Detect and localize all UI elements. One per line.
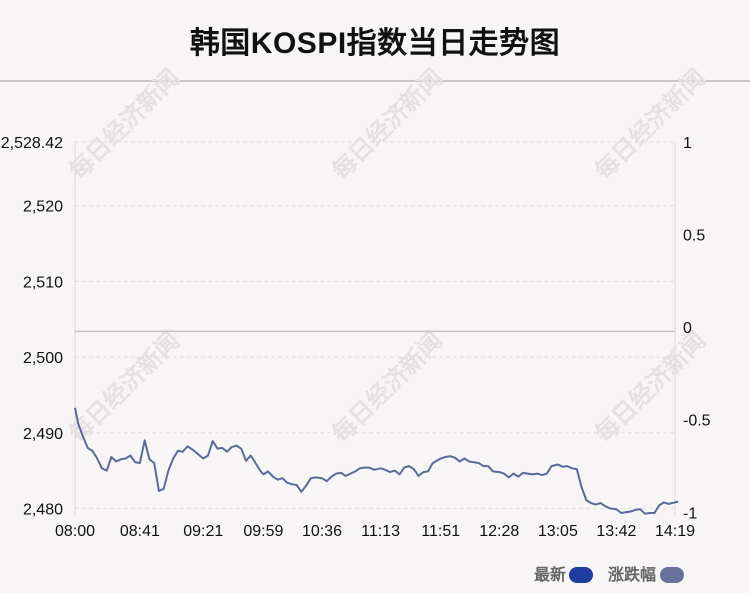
y-right-tick-label: 1 [683, 135, 692, 152]
x-tick-label: 08:41 [120, 523, 160, 540]
y-right-tick-label: -0.5 [683, 413, 711, 430]
legend-swatch-change [660, 567, 684, 583]
watermark-text: 每日经济新闻 [590, 64, 712, 186]
legend-swatch-latest [569, 567, 593, 583]
x-tick-label: 09:59 [243, 523, 283, 540]
watermark-text: 每日经济新闻 [64, 327, 186, 449]
y-left-tick-label: 2,480 [23, 501, 63, 518]
y-right-tick-label: 0 [683, 320, 692, 337]
x-tick-label: 08:00 [55, 523, 95, 540]
watermark-text: 每日经济新闻 [327, 64, 449, 186]
x-tick-label: 12:28 [479, 523, 519, 540]
x-tick-label: 11:51 [421, 523, 460, 540]
title-divider [0, 80, 750, 82]
y-left-tick-label: 2,500 [23, 350, 63, 367]
y-right-tick-label: 0.5 [683, 228, 705, 245]
x-tick-label: 13:42 [596, 523, 636, 540]
grid-lines [75, 141, 675, 509]
legend-label-change: 涨跌幅 [608, 565, 656, 584]
y-axis-right-ticks: 1 0.5 0 -0.5 -1 [683, 135, 711, 522]
y-right-tick-label: -1 [683, 505, 697, 522]
x-tick-label: 14:19 [655, 523, 695, 540]
watermark-text: 每日经济新闻 [327, 327, 449, 449]
legend: 最新 涨跌幅 [534, 565, 684, 584]
chart-title: 韩国KOSPI指数当日走势图 [189, 27, 561, 60]
x-axis-ticks: 08:00 08:41 09:21 09:59 10:36 11:13 11:51 12:28… [55, 523, 695, 540]
x-tick-label: 11:13 [361, 523, 400, 540]
series-line-latest [74, 407, 679, 515]
x-tick-label: 09:21 [183, 523, 223, 540]
x-tick-label: 13:05 [538, 523, 578, 540]
y-left-tick-label: 2,490 [23, 426, 63, 443]
y-left-tick-label: 2,528.42 [1, 135, 63, 152]
y-axis-left-ticks: 2,528.42 2,520 2,510 2,500 2,490 2,480 [1, 135, 63, 518]
y-left-tick-label: 2,510 [23, 274, 63, 291]
watermark-text: 每日经济新闻 [64, 64, 186, 186]
x-tick-label: 10:36 [302, 523, 342, 540]
watermark-text: 每日经济新闻 [590, 327, 712, 449]
legend-label-latest: 最新 [534, 565, 566, 584]
y-left-tick-label: 2,520 [23, 199, 63, 216]
